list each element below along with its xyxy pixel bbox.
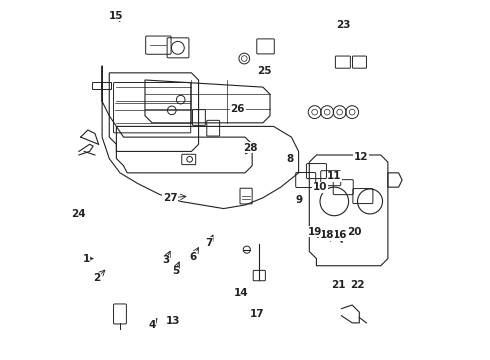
Text: 21: 21 <box>331 280 345 291</box>
Text: 13: 13 <box>166 316 181 326</box>
Text: 28: 28 <box>243 143 258 153</box>
Text: 19: 19 <box>307 227 322 237</box>
Text: 14: 14 <box>234 288 249 297</box>
Text: 22: 22 <box>350 280 365 291</box>
Text: 25: 25 <box>257 66 272 76</box>
Text: 1: 1 <box>82 253 90 264</box>
Text: 12: 12 <box>354 152 368 162</box>
Text: 6: 6 <box>190 252 197 262</box>
Text: 20: 20 <box>347 227 361 237</box>
Text: 11: 11 <box>327 171 342 181</box>
Text: 3: 3 <box>162 255 170 265</box>
Text: 2: 2 <box>93 273 100 283</box>
Text: 7: 7 <box>206 238 213 248</box>
Text: 4: 4 <box>148 320 156 330</box>
Text: 24: 24 <box>72 209 86 219</box>
Bar <box>102 82 111 89</box>
Bar <box>92 82 101 89</box>
Text: 27: 27 <box>163 193 177 203</box>
Text: 18: 18 <box>320 230 334 240</box>
Text: 9: 9 <box>296 195 303 204</box>
Text: 23: 23 <box>336 19 350 30</box>
Text: 8: 8 <box>286 154 294 163</box>
Text: 5: 5 <box>172 266 179 276</box>
Text: 15: 15 <box>109 11 123 21</box>
Text: 17: 17 <box>250 309 265 319</box>
Text: 26: 26 <box>231 104 245 113</box>
Text: 10: 10 <box>313 182 327 192</box>
Text: 16: 16 <box>332 230 347 240</box>
